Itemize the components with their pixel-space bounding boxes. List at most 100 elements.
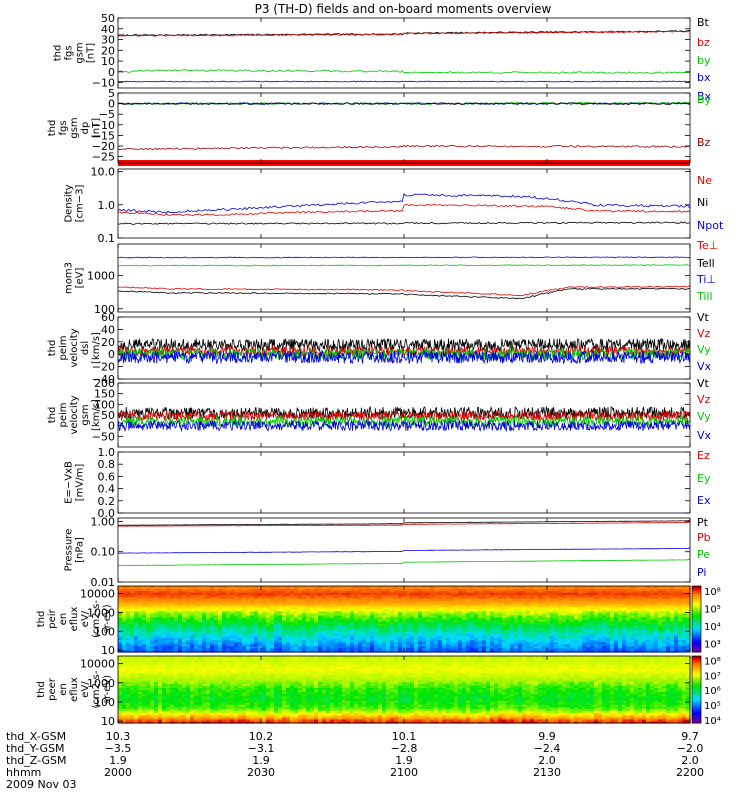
heatmap-cell [514, 610, 519, 614]
heatmap-cell [626, 623, 631, 626]
heatmap-cell [294, 586, 299, 589]
heatmap-cell [262, 629, 267, 632]
heatmap-cell [442, 637, 447, 641]
heatmap-cell [390, 598, 395, 602]
heatmap-cell [146, 594, 151, 597]
heatmap-cell [286, 602, 291, 606]
heatmap-cell [466, 629, 471, 632]
heatmap-cell [186, 649, 191, 653]
heatmap-cell [406, 633, 411, 637]
heatmap-cell [330, 616, 335, 620]
heatmap-cell [150, 616, 155, 620]
heatmap-cell [478, 598, 483, 602]
heatmap-cell [650, 592, 655, 595]
heatmap-cell [122, 627, 127, 630]
heatmap-cell [638, 623, 643, 626]
heatmap-cell [246, 602, 251, 606]
heatmap-cell [266, 623, 271, 626]
heatmap-cell [630, 645, 635, 649]
heatmap-cell [234, 616, 239, 620]
legend-entry: Vy [697, 343, 711, 356]
heatmap-cell [282, 614, 287, 618]
heatmap-cell [378, 649, 383, 653]
heatmap-cell [590, 590, 595, 593]
heatmap-cell [418, 616, 423, 620]
heatmap-cell [634, 598, 639, 602]
heatmap-cell [190, 635, 195, 639]
heatmap-cell [194, 643, 199, 647]
y-axis-label-line: mom3 [64, 262, 75, 294]
heatmap-cell [390, 586, 395, 589]
heatmap-cell [174, 649, 179, 653]
heatmap-cell [566, 592, 571, 595]
heatmap-cell [558, 625, 563, 628]
heatmap-cell [306, 602, 311, 606]
heatmap-cell [398, 590, 403, 593]
heatmap-cell [330, 602, 335, 606]
heatmap-cell [366, 635, 371, 639]
heatmap-cell [302, 645, 307, 649]
heatmap-cell [454, 619, 459, 622]
heatmap-cell [566, 600, 571, 604]
heatmap-cell [654, 596, 659, 599]
heatmap-cell [238, 592, 243, 595]
heatmap-cell [426, 614, 431, 618]
heatmap-cell [370, 627, 375, 630]
heatmap-cell [158, 629, 163, 632]
heatmap-cell [410, 590, 415, 593]
series-line-Ni [117, 221, 691, 225]
heatmap-cell [450, 600, 455, 604]
heatmap-cell [126, 616, 131, 620]
heatmap-cell [350, 600, 355, 604]
heatmap-cell [502, 610, 507, 614]
heatmap-cell [218, 629, 223, 632]
colorbar-swatch [692, 602, 701, 605]
heatmap-cell [190, 631, 195, 635]
heatmap-cell [242, 586, 247, 589]
heatmap-cell [174, 608, 179, 612]
heatmap-cell [290, 623, 295, 626]
heatmap-cell [318, 631, 323, 635]
heatmap-cell [118, 625, 123, 628]
heatmap-cell [558, 610, 563, 614]
heatmap-cell [686, 639, 691, 643]
heatmap-cell [282, 645, 287, 649]
heatmap-cell [390, 627, 395, 630]
heatmap-cell [682, 635, 687, 639]
heatmap-cell [338, 635, 343, 639]
heatmap-cell [178, 621, 183, 624]
heatmap-cell [354, 616, 359, 620]
heatmap-cell [226, 631, 231, 635]
heatmap-cell [490, 590, 495, 593]
heatmap-cell [238, 602, 243, 606]
heatmap-cell [186, 608, 191, 612]
heatmap-cell [386, 598, 391, 602]
heatmap-cell [646, 641, 651, 645]
heatmap-cell [302, 621, 307, 624]
heatmap-cell [158, 625, 163, 628]
heatmap-cell [526, 627, 531, 630]
heatmap-cell [446, 625, 451, 628]
heatmap-cell [638, 594, 643, 597]
heatmap-cell [394, 627, 399, 630]
heatmap-cell [238, 606, 243, 610]
heatmap-cell [350, 602, 355, 606]
heatmap-cell [294, 600, 299, 604]
heatmap-cell [606, 649, 611, 653]
heatmap-cell [434, 596, 439, 599]
heatmap-cell [518, 586, 523, 589]
heatmap-cell [274, 647, 279, 651]
heatmap-cell [282, 647, 287, 651]
heatmap-cell [554, 625, 559, 628]
heatmap-cell [398, 602, 403, 606]
heatmap-cell [662, 586, 667, 589]
heatmap-cell [190, 637, 195, 641]
heatmap-cell [158, 614, 163, 618]
heatmap-cell [366, 616, 371, 620]
heatmap-cell [502, 637, 507, 641]
heatmap-cell [370, 600, 375, 604]
heatmap-cell [154, 612, 159, 616]
heatmap-cell [358, 637, 363, 641]
heatmap-cell [342, 623, 347, 626]
heatmap-cell [678, 623, 683, 626]
